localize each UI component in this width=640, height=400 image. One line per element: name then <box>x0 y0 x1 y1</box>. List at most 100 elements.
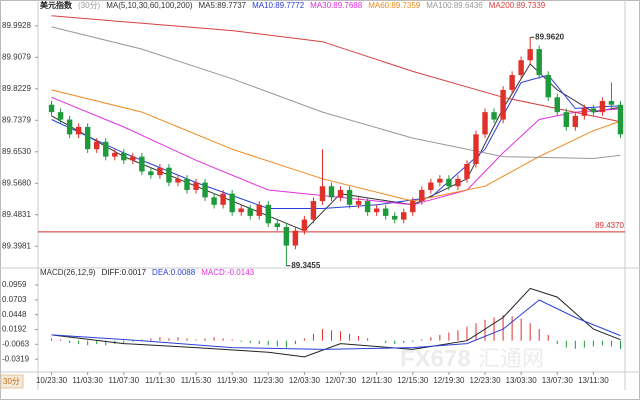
candle-body <box>373 208 380 213</box>
candle-body <box>193 182 199 190</box>
ma-line <box>51 63 621 232</box>
x-tick-label: 12/15:30 <box>397 376 429 385</box>
x-tick-label: 13/11:30 <box>578 376 609 385</box>
candle-body <box>536 49 542 76</box>
legend-entry: MA(5,10,30,60,100,200) <box>106 1 193 10</box>
legend-entry: (30分) <box>78 1 101 10</box>
candle-body <box>84 126 91 150</box>
legend-entry: 美元指数 <box>40 0 73 10</box>
candle-body <box>75 126 82 135</box>
candle-body <box>491 112 497 120</box>
candle-body <box>527 49 533 61</box>
candle-body <box>599 101 606 113</box>
y-tick-label: 89.4831 <box>2 210 31 219</box>
candle-body <box>121 152 127 161</box>
x-tick-label: 12/03:30 <box>289 376 321 385</box>
legend-entry: MA5:89.7737 <box>199 1 247 10</box>
y-tick-label: 89.6530 <box>2 147 31 156</box>
x-tick-label: 12/07:30 <box>325 376 357 385</box>
candle-body <box>509 75 515 90</box>
watermark-name: 汇通网 <box>478 346 544 371</box>
period-tab[interactable]: 30分 <box>3 377 20 386</box>
candle-body <box>157 167 163 176</box>
x-tick-label: 12/23:30 <box>469 376 501 385</box>
candle-body <box>139 156 145 172</box>
x-tick-label: 13/07:30 <box>542 376 574 385</box>
candle-body <box>202 182 208 198</box>
candle-body <box>112 152 118 157</box>
candle-body <box>166 167 172 183</box>
candle-body <box>337 189 344 198</box>
x-tick-label: 12/11:30 <box>361 376 392 385</box>
y-tick-label: 89.7379 <box>2 115 31 124</box>
candle-body <box>103 141 109 157</box>
candle-body <box>482 112 488 135</box>
candle-body <box>328 186 335 198</box>
candle-body <box>473 134 479 165</box>
candle-body <box>428 182 434 190</box>
candle-body <box>437 178 443 183</box>
candle-body <box>292 230 299 246</box>
y-tick-label: 89.9079 <box>2 52 31 61</box>
candle-body <box>572 115 579 127</box>
candle-body <box>283 227 290 246</box>
y-tick-label: 89.9928 <box>2 21 31 30</box>
candle-body <box>66 119 73 135</box>
candle-body <box>346 189 353 205</box>
legend-entry: MACD:-0.0143 <box>201 268 254 277</box>
legend-entry: MA10:89.7772 <box>252 1 305 10</box>
candle-body <box>220 193 226 205</box>
legend-entry: DEA:0.0088 <box>152 268 196 277</box>
candle-body <box>301 219 308 231</box>
watermark-brand: FX678 <box>400 345 471 372</box>
candle-body <box>93 141 100 150</box>
candle-body <box>464 164 470 179</box>
period-tab-bg[interactable] <box>0 374 24 389</box>
x-tick-label: 11/15:30 <box>181 376 212 385</box>
candle-body <box>319 186 326 202</box>
candle-body <box>310 201 317 220</box>
candle-body <box>256 204 262 216</box>
y-tick-label: 0.0192 <box>2 325 27 334</box>
legend-entry: DIFF:0.0017 <box>102 268 147 277</box>
candle-body <box>410 201 416 213</box>
legend-entry: MA60:89.7359 <box>368 1 421 10</box>
annotation-label: 89.3455 <box>291 261 320 270</box>
dea-line <box>51 299 621 350</box>
y-tick-label: 89.3981 <box>2 241 31 250</box>
x-tick-label: 11/11:30 <box>145 376 176 385</box>
candle-body <box>392 215 398 220</box>
candle-body <box>581 108 588 116</box>
candle-body <box>265 204 271 224</box>
x-tick-label: 10/23:30 <box>36 376 68 385</box>
ma-line <box>51 74 621 209</box>
annotation-label: 89.9620 <box>535 32 564 41</box>
x-tick-label: 11/07:30 <box>109 376 140 385</box>
candle-body <box>184 178 190 190</box>
candle-body <box>617 104 624 135</box>
candle-body <box>238 208 244 213</box>
candle-body <box>130 156 136 161</box>
ma-line <box>51 96 621 206</box>
candle-body <box>590 108 597 113</box>
y-tick-label: 0.0703 <box>2 295 27 304</box>
legend-entry: MA30:89.7688 <box>310 1 363 10</box>
ma-line <box>51 89 621 202</box>
x-tick-label: 12/19:30 <box>433 376 465 385</box>
x-tick-label: 11/23:30 <box>253 376 284 385</box>
y-tick-label: 89.8229 <box>2 84 31 93</box>
reference-label: 89.4370 <box>595 221 624 230</box>
candle-body <box>364 201 371 213</box>
candle-body <box>229 193 235 213</box>
x-tick-label: 11/19:30 <box>217 376 248 385</box>
y-tick-label: 89.5680 <box>2 178 31 187</box>
candle-body <box>554 97 560 113</box>
candle-body <box>401 212 407 220</box>
candle-body <box>48 104 55 113</box>
candle-body <box>211 197 217 205</box>
diff-line <box>51 287 621 358</box>
x-tick-label: 11/03:30 <box>72 376 103 385</box>
candle-body <box>500 89 506 120</box>
candle-body <box>563 112 570 127</box>
